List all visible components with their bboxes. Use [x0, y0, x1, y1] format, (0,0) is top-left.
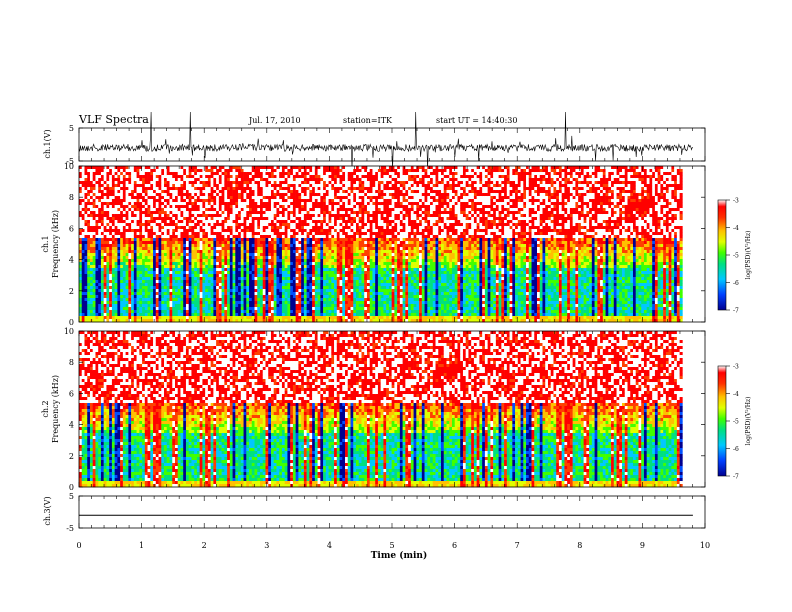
x-tick-label: 6	[452, 541, 457, 550]
x-tick-label: 2	[202, 541, 207, 550]
ch2-spectrogram-ytick-label: 10	[64, 327, 74, 336]
x-tick-label: 3	[264, 541, 269, 550]
ch1-spectrogram-colorbar-tick: -7	[733, 308, 739, 315]
ch1-spectrogram-ytick-label: 8	[69, 193, 74, 202]
x-tick-label: 7	[515, 541, 520, 550]
figure-title: VLF Spectra	[78, 113, 149, 126]
ch2-spectrogram-ytick-label: 6	[69, 389, 74, 398]
ch3-waveform-ylabel: ch.3(V)	[43, 496, 52, 525]
ch2-spectrogram-colorbar-tick: -6	[733, 446, 739, 453]
ch1-spectrogram-colorbar-tick: -4	[733, 225, 739, 232]
x-tick-label: 1	[139, 541, 144, 550]
ch1-colorbar-label: log(PSD)(V²/Hz)	[745, 231, 752, 280]
ch2-colorbar-gradient	[717, 365, 727, 477]
ch2-spectrogram-ytick-label: 0	[69, 483, 74, 492]
ch2-spectrogram-cells	[79, 331, 683, 488]
x-tick-label: 8	[577, 541, 582, 550]
ch2-colorbar: -3 -4 -5 -6 -7 log(PSD)(V²/Hz)	[717, 364, 752, 481]
ch2-spectrogram-ytick-label: 8	[69, 358, 74, 367]
date-label: Jul. 17, 2010	[248, 116, 301, 125]
x-tick-label: 5	[389, 541, 394, 550]
ch1-spectrogram-panel: 0 2 4 6 8 10	[64, 162, 706, 327]
ch1-waveform-trace	[78, 111, 693, 170]
x-tick-label: 0	[76, 541, 81, 550]
x-tick-label: 10	[700, 541, 710, 550]
x-tick-label: 4	[327, 541, 332, 550]
ch1-waveform-ytick-label: -5	[66, 157, 74, 166]
start-time-label: start UT = 14:40:30	[436, 116, 517, 125]
ch2-spectrogram-colorbar-tick: -7	[733, 474, 739, 481]
ch2-spectrogram-panel: 0 2 4 6 8 10	[64, 327, 706, 492]
ch2-spectrogram-ytick-label: 4	[69, 421, 74, 430]
ch1-spectrogram-ylabel: Frequency (kHz)	[51, 210, 60, 278]
ch2-colorbar-label: log(PSD)(V²/Hz)	[745, 397, 752, 446]
ch1-waveform-panel: 5 -5	[66, 111, 706, 170]
ch1-spectrogram-cells	[79, 166, 683, 323]
ch1-spectrogram-ytick-label: 0	[69, 318, 74, 327]
ch1-spectrogram-channel-label: ch.1	[41, 235, 50, 252]
ch2-spectrogram-colorbar-tick: -4	[733, 391, 739, 398]
ch1-colorbar-gradient	[717, 199, 727, 311]
ch3-waveform-ytick-label: -5	[66, 524, 74, 533]
ch1-spectrogram-ytick-label: 10	[64, 162, 74, 171]
ch2-spectrogram-ytick-label: 2	[69, 452, 74, 461]
ch1-waveform-ylabel: ch.1(V)	[43, 129, 52, 158]
x-axis-label: Time (min)	[371, 550, 428, 561]
ch1-spectrogram-colorbar-tick: -3	[733, 198, 739, 205]
ch2-spectrogram-channel-label: ch.2	[41, 400, 50, 417]
x-tick-label: 9	[640, 541, 645, 550]
ch2-spectrogram-ylabel: Frequency (kHz)	[51, 375, 60, 443]
ch1-spectrogram-ytick-label: 2	[69, 287, 74, 296]
time-axis: 0 1 2 3 4 5 6 7 8 9 10	[76, 541, 710, 550]
ch1-colorbar: -3 -4 -5 -6 -7 log(PSD)(V²/Hz)	[717, 198, 752, 315]
ch1-spectrogram-colorbar-tick: -5	[733, 253, 739, 260]
ch3-waveform-ytick-label: 5	[69, 492, 74, 501]
ch2-spectrogram-colorbar-tick: -3	[733, 364, 739, 371]
station-label: station=ITK	[343, 116, 393, 125]
ch1-spectrogram-colorbar-tick: -6	[733, 280, 739, 287]
ch1-spectrogram-ytick-label: 4	[69, 256, 74, 265]
ch3-waveform-panel: 5 -5	[66, 492, 706, 533]
ch1-spectrogram-ytick-label: 6	[69, 224, 74, 233]
ch1-waveform-ytick-label: 5	[69, 124, 74, 133]
ch2-spectrogram-colorbar-tick: -5	[733, 419, 739, 426]
